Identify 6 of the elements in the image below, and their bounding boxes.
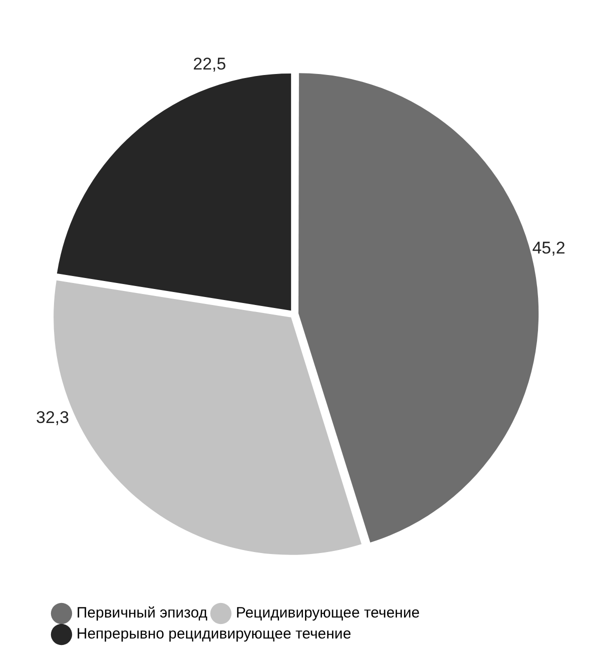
legend-label: Непрерывно рецидивирующее течение [76, 626, 352, 643]
legend-label: Первичный эпизод [76, 604, 208, 622]
data-label: 22,5 [193, 54, 226, 74]
data-label: 45,2 [532, 238, 566, 258]
data-label: 32,3 [36, 408, 70, 427]
legend-label: Рецидивирующее течение [236, 604, 420, 622]
